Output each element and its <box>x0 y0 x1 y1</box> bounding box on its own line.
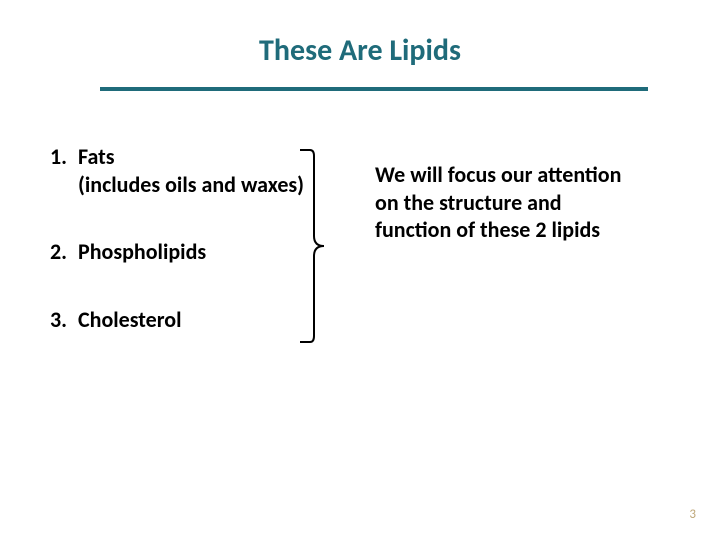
list-item: 3. Cholesterol <box>50 306 310 334</box>
item-text: Cholesterol <box>78 306 182 334</box>
focus-note: We will focus our attention on the struc… <box>375 161 635 244</box>
item-number: 3. <box>50 306 78 334</box>
page-number: 3 <box>689 507 696 522</box>
item-label: Cholesterol <box>78 306 182 333</box>
item-number: 2. <box>50 238 78 266</box>
slide-title: These Are Lipids <box>0 0 720 87</box>
item-number: 1. <box>50 143 78 198</box>
item-text: Fats (includes oils and waxes) <box>78 143 304 198</box>
lipid-list: 1. Fats (includes oils and waxes) 2. Pho… <box>50 143 310 333</box>
item-sub: (includes oils and waxes) <box>78 171 304 198</box>
item-label: Phospholipids <box>78 238 206 265</box>
list-item: 2. Phospholipids <box>50 238 310 266</box>
list-item: 1. Fats (includes oils and waxes) <box>50 143 310 198</box>
item-label: Fats <box>78 143 115 170</box>
content-area: 1. Fats (includes oils and waxes) 2. Pho… <box>0 91 720 333</box>
item-text: Phospholipids <box>78 238 206 266</box>
bracket-icon <box>292 146 332 346</box>
